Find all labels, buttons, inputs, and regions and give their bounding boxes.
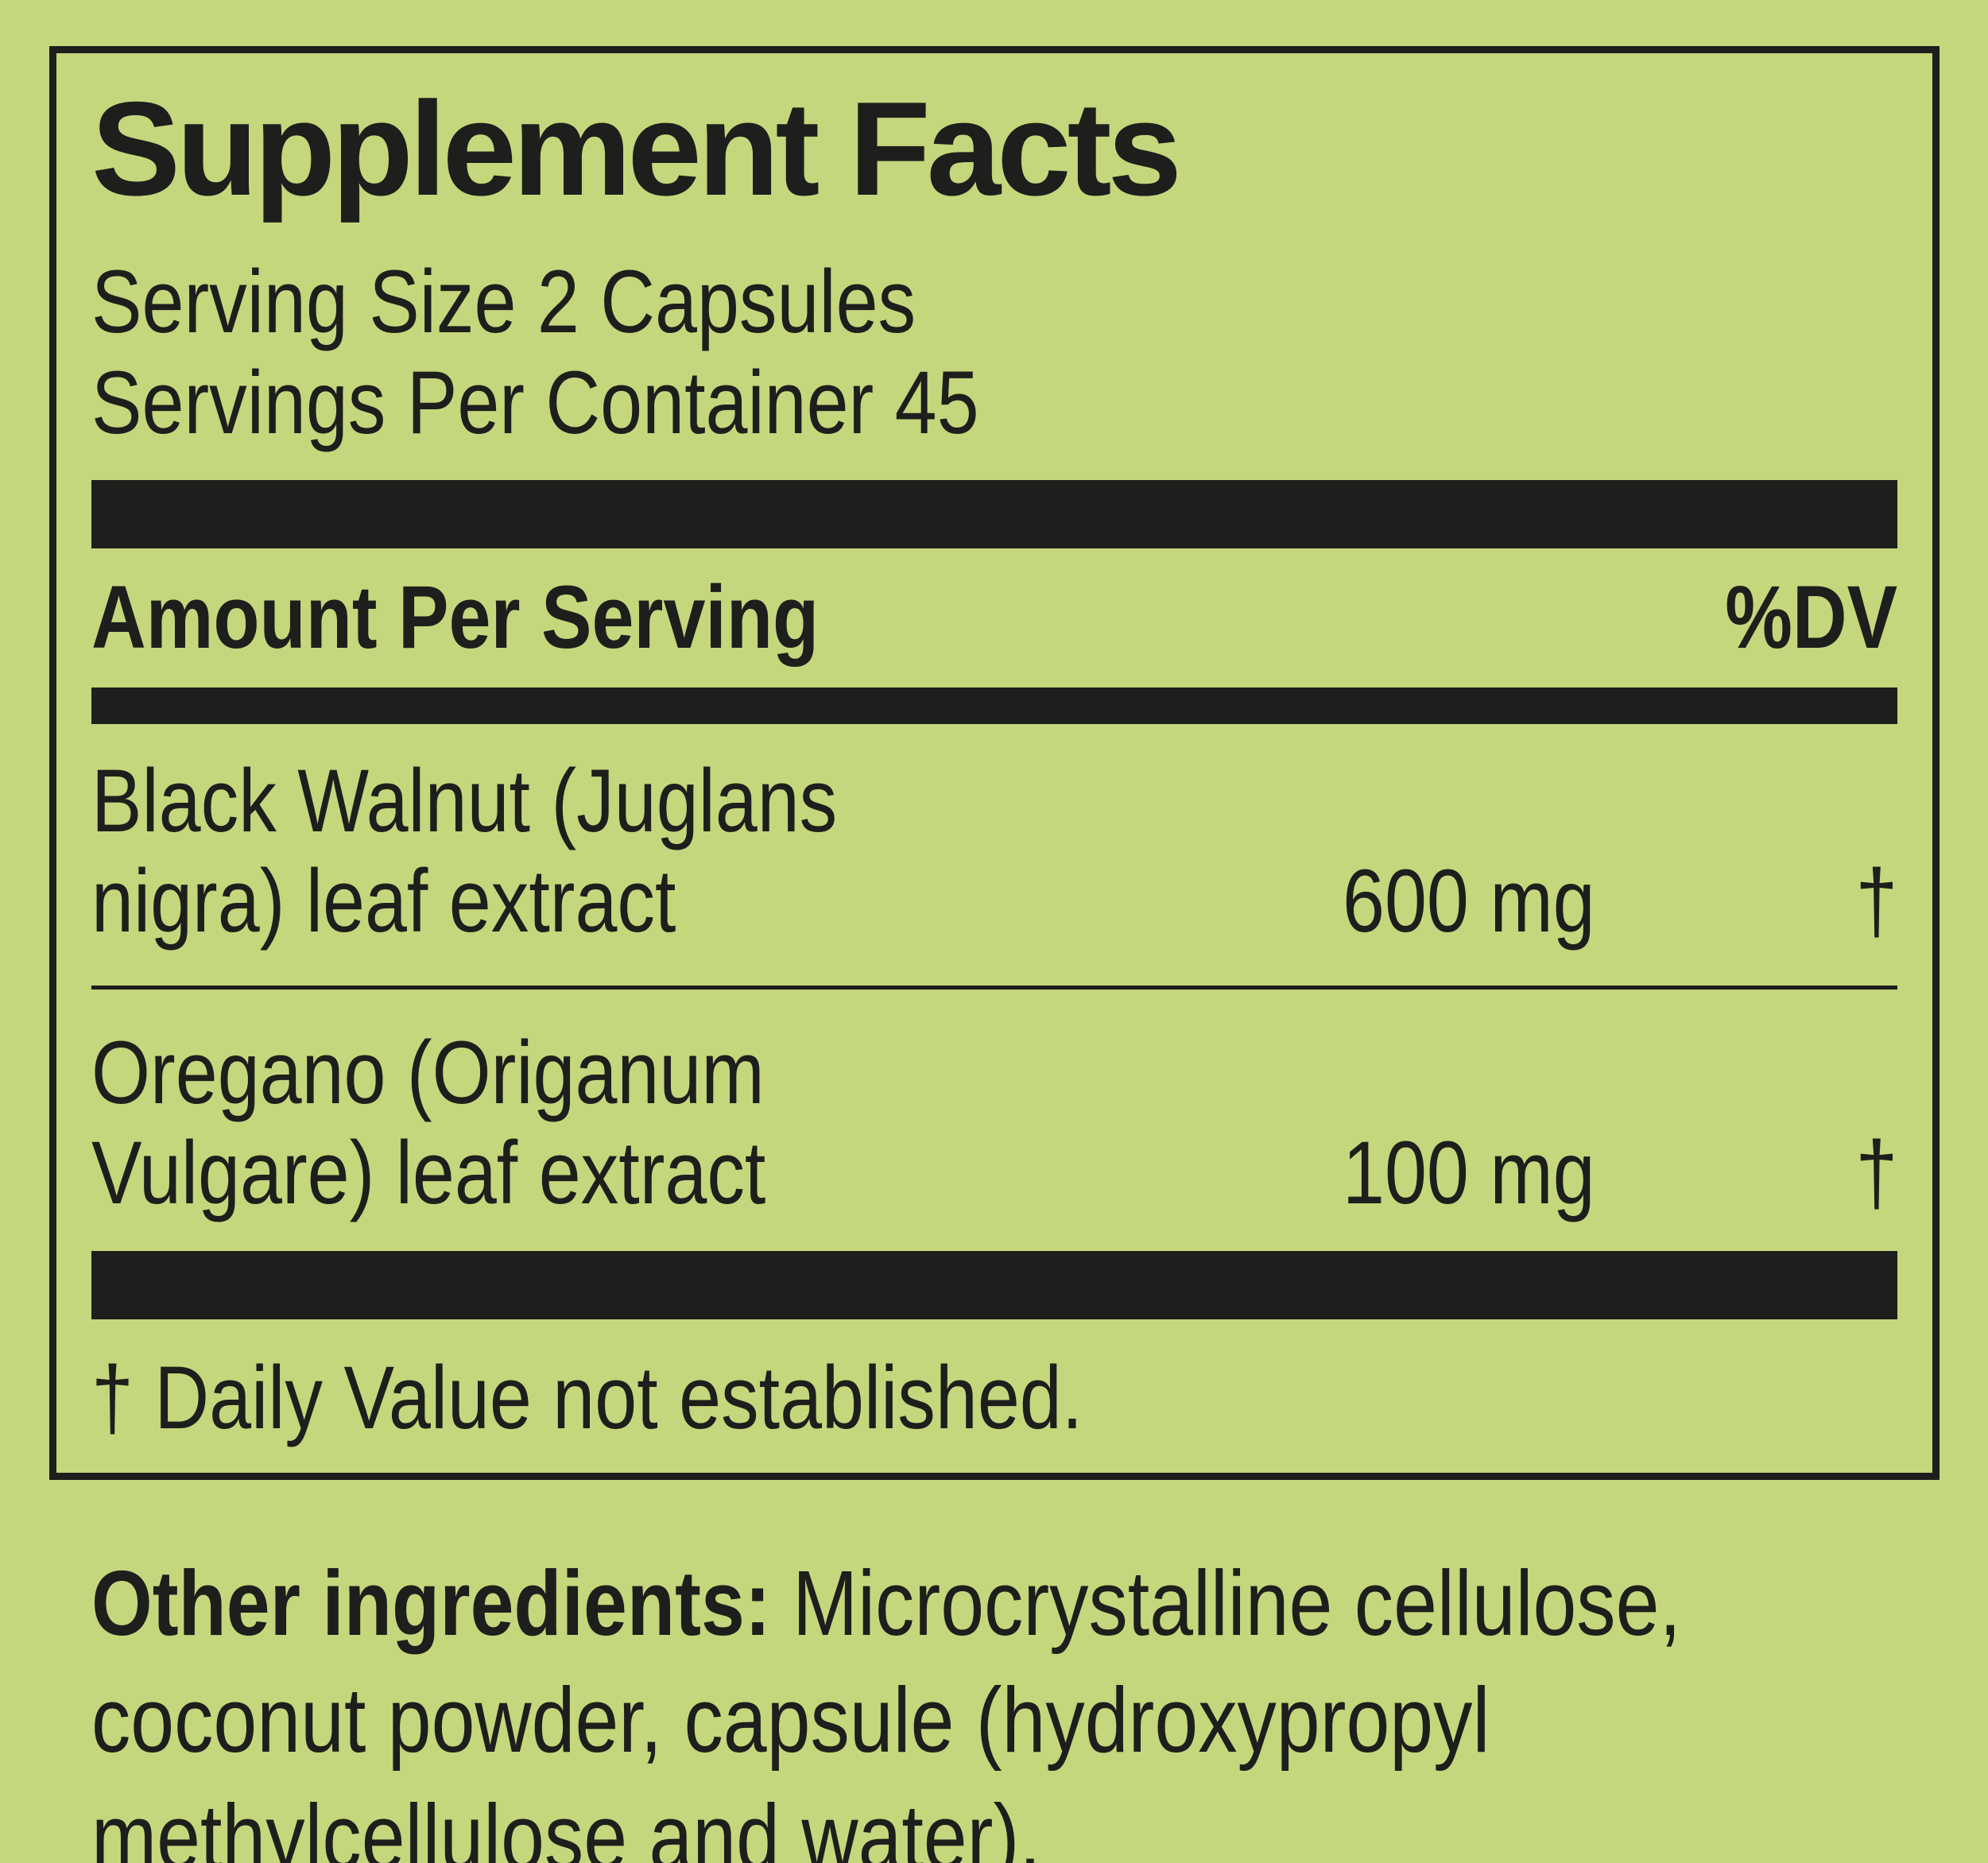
serving-info: Serving Size 2 Capsules Servings Per Con…: [91, 252, 1897, 453]
ingredient-name: Black Walnut (Juglans nigra) leaf extrac…: [91, 750, 838, 951]
other-ingredients-label: Other ingredients:: [91, 1551, 771, 1655]
serving-size: Serving Size 2 Capsules: [91, 252, 916, 352]
ingredient-row-black-walnut: Black Walnut (Juglans nigra) leaf extrac…: [91, 751, 1897, 952]
ingredient-amount: 600 mg: [1343, 851, 1595, 951]
amount-per-serving-header: Amount Per Serving: [91, 567, 820, 668]
ingredient-dv: †: [1855, 1123, 1897, 1223]
divider-bar-header: [91, 687, 1897, 724]
percent-dv-header: %DV: [1725, 567, 1897, 668]
other-ingredients-text: Microcrystalline cellulose, coconut powd…: [91, 1551, 1681, 1863]
servings-per-container: Servings Per Container 45: [91, 352, 979, 452]
daily-value-footnote: † Daily Value not established.: [91, 1347, 1083, 1447]
ingredient-row-oregano: Oregano (Origanum Vulgare) leaf extract …: [91, 1023, 1897, 1224]
other-ingredients: Other ingredients: Microcrystalline cell…: [91, 1545, 1920, 1863]
divider-bar-bottom: [91, 1250, 1897, 1319]
supplement-facts-panel: Supplement Facts Serving Size 2 Capsules…: [49, 46, 1940, 1480]
ingredient-dv: †: [1855, 851, 1897, 951]
ingredient-divider-rule: [91, 985, 1897, 990]
panel-title: Supplement Facts: [91, 74, 1182, 223]
ingredient-amount: 100 mg: [1343, 1123, 1595, 1223]
column-header-row: Amount Per Serving %DV: [91, 567, 1897, 668]
ingredient-name: Oregano (Origanum Vulgare) leaf extract: [91, 1022, 766, 1223]
divider-bar-top: [91, 480, 1897, 549]
